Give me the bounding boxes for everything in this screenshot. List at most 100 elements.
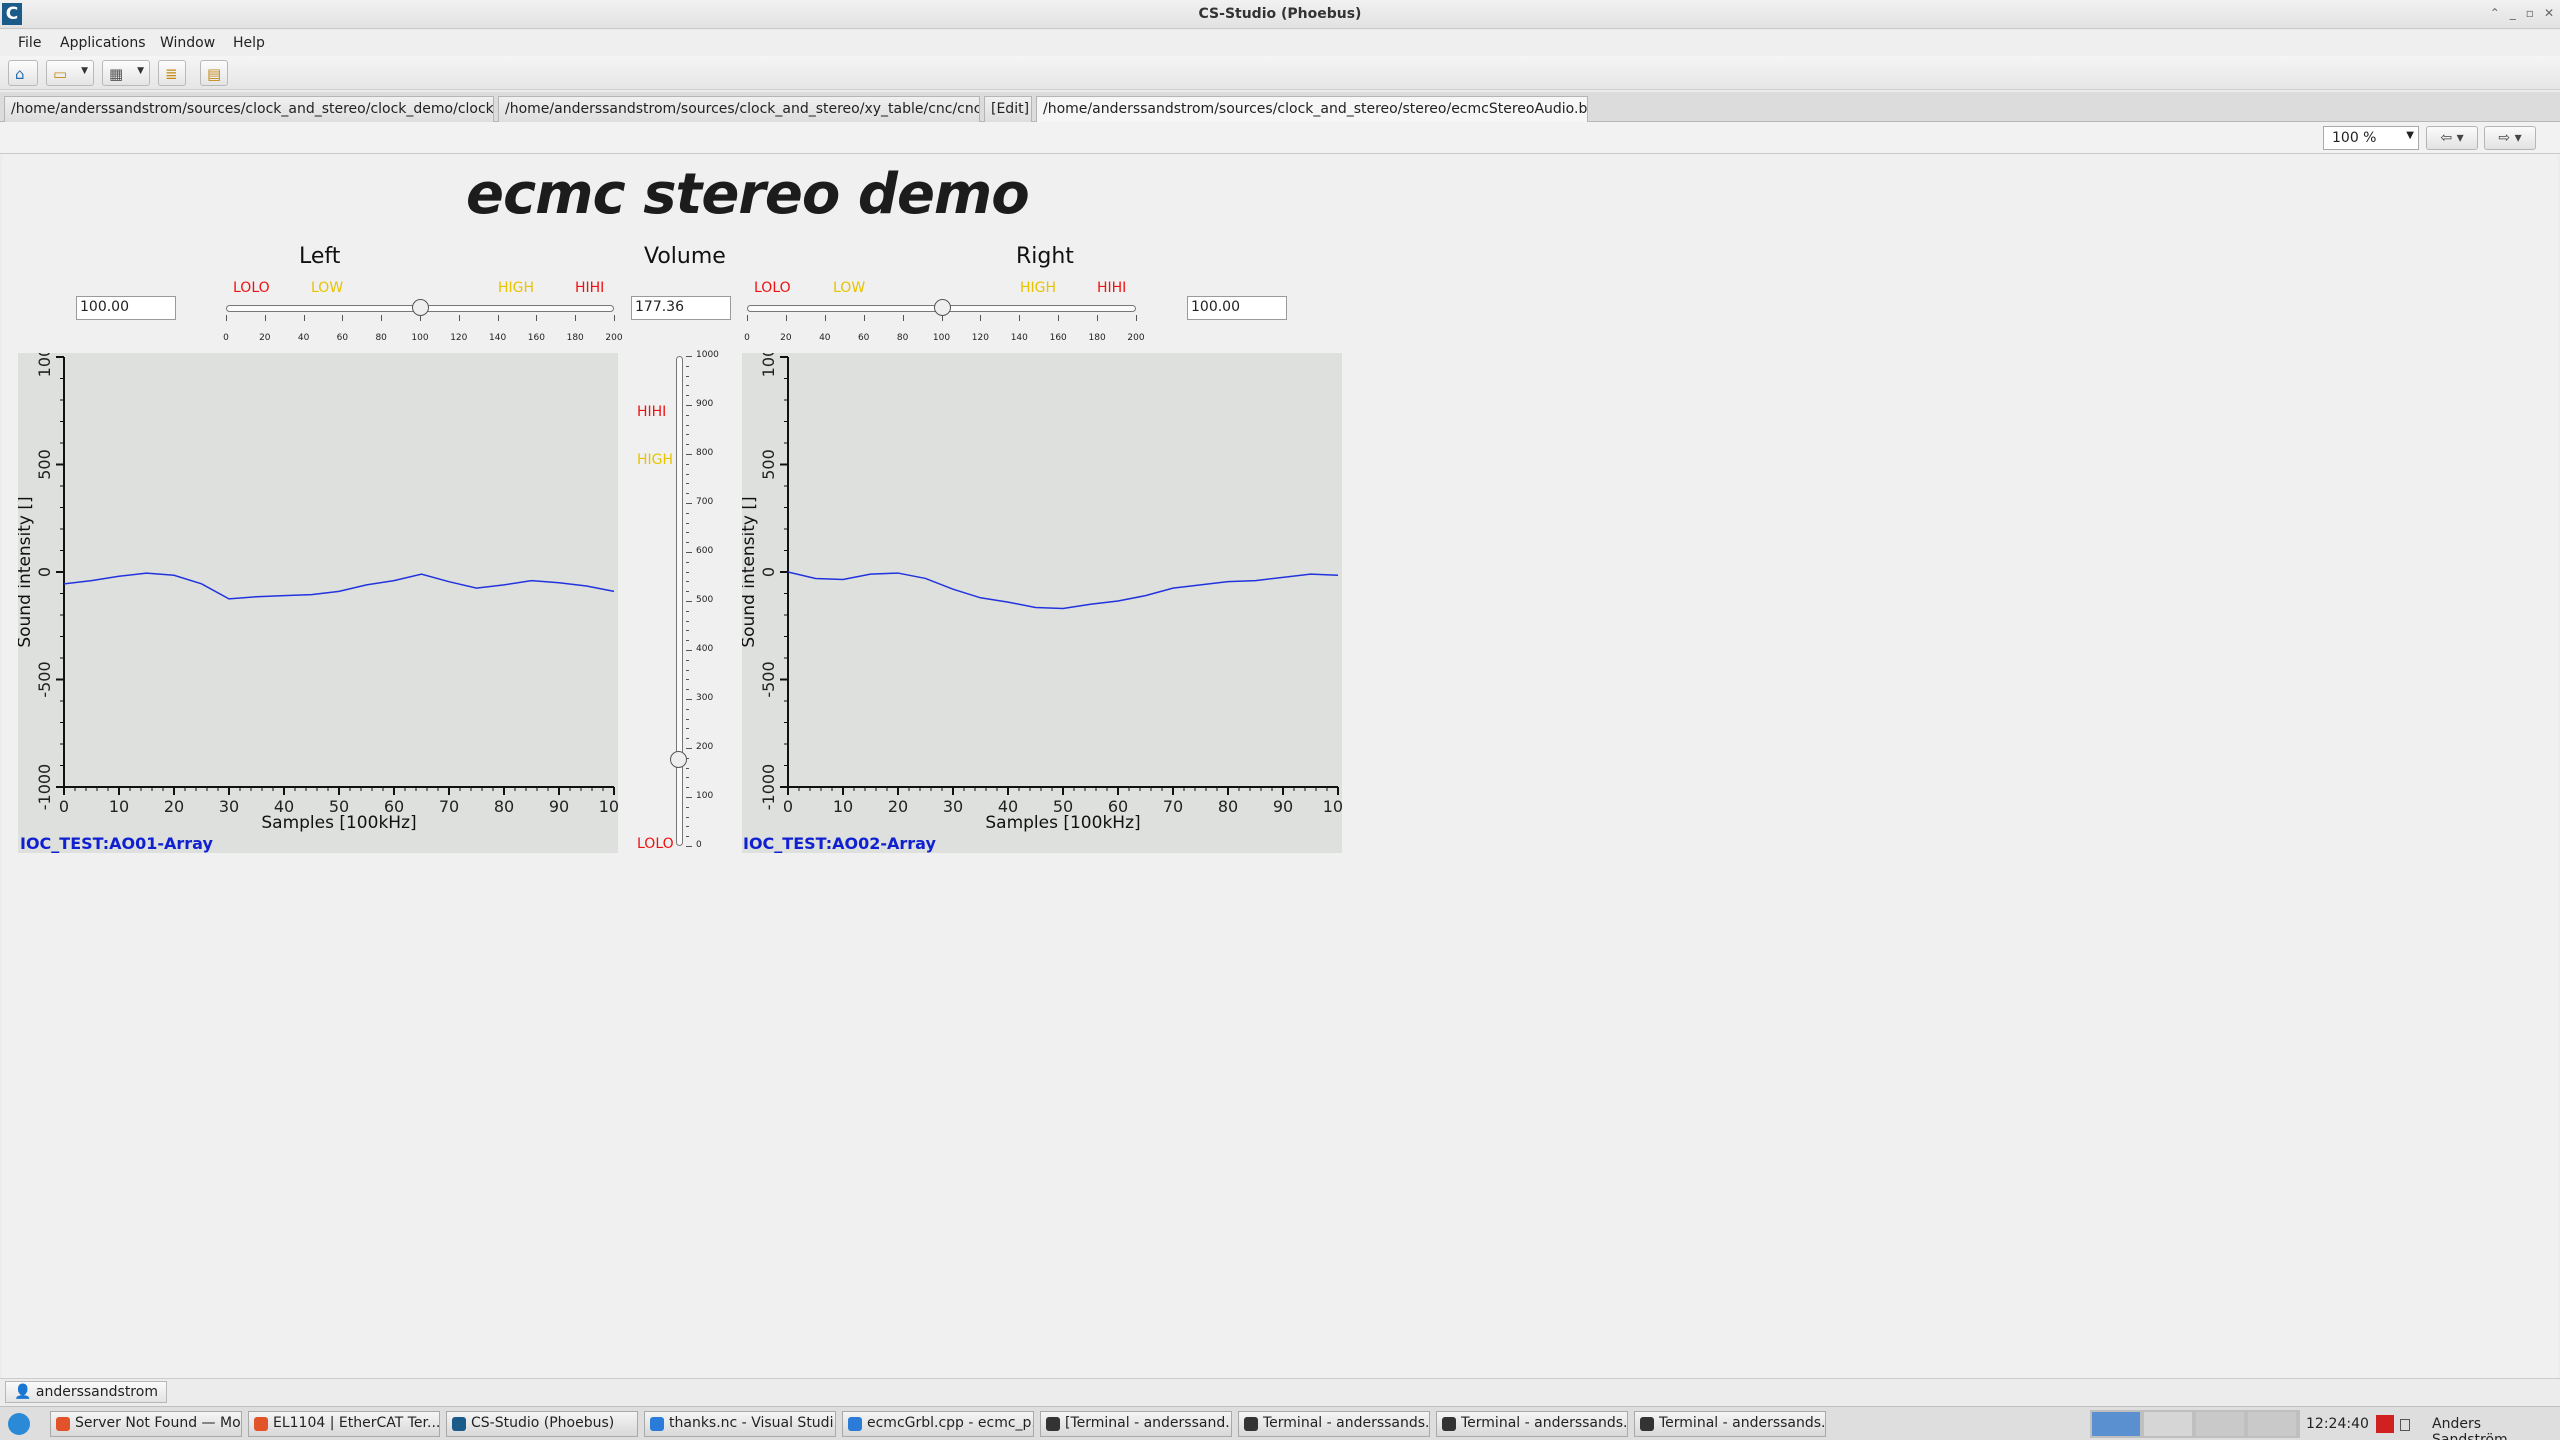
chevron-down-icon: ▼ [81, 66, 88, 76]
x-tick-label: 50 [1053, 797, 1073, 816]
taskbar-item[interactable]: EL1104 | EtherCAT Ter... [248, 1411, 440, 1437]
taskbar-item[interactable]: thanks.nc - Visual Studi... [644, 1411, 836, 1437]
slider-tick [1058, 315, 1060, 321]
volume-slider[interactable] [670, 356, 687, 846]
slider-tick [686, 493, 689, 495]
tab-edit[interactable]: [Edit] [984, 96, 1032, 122]
workspace-switcher[interactable] [2090, 1410, 2300, 1438]
slider-ticks: 0 20 40 60 80 100 120 140 160 180 200 [744, 315, 1145, 343]
slider-tick [686, 650, 692, 651]
y-tick-label: 500 [35, 449, 54, 480]
x-tick-label: 80 [1218, 797, 1238, 816]
left-gain-field[interactable]: 100.00 [76, 296, 176, 320]
slider-tick [686, 454, 692, 455]
maximize-icon[interactable]: ▫ [2525, 6, 2534, 20]
x-tick-label: 20 [888, 797, 908, 816]
volume-lolo-label: LOLO [637, 836, 674, 852]
slider-tick-label: 140 [489, 333, 507, 343]
volume-field[interactable]: 177.36 [631, 296, 731, 320]
right-pv-label: IOC_TEST:AO02-Array [743, 834, 936, 853]
slider-tick-label: 20 [259, 333, 271, 343]
slider-tick [686, 561, 689, 563]
home-button[interactable]: ⌂ [8, 60, 38, 86]
session-user[interactable]: Anders Sandström [2432, 1416, 2508, 1440]
right-gain-field[interactable]: 100.00 [1187, 296, 1287, 320]
workspace-4[interactable] [2248, 1412, 2296, 1436]
tab-clock[interactable]: /home/anderssandstrom/sources/clock_and_… [4, 96, 494, 122]
workspace-1[interactable] [2092, 1412, 2140, 1436]
tree-icon: ≣ [165, 65, 178, 83]
right-lolo-label: LOLO [754, 280, 791, 296]
taskbar-item[interactable]: Terminal - anderssands... [1436, 1411, 1628, 1437]
chevron-down-icon: ▼ [2406, 130, 2414, 141]
back-button[interactable]: ⇦ ▾ [2426, 126, 2478, 150]
menu-applications[interactable]: Applications [60, 35, 146, 51]
tab-stereo[interactable]: /home/anderssandstrom/sources/clock_and_… [1036, 96, 1588, 123]
menu-file[interactable]: File [18, 35, 42, 51]
x-tick-label: 60 [1108, 797, 1128, 816]
taskbar-item[interactable]: [Terminal - anderssand... [1040, 1411, 1232, 1437]
slider-tick [686, 669, 689, 671]
user-button[interactable]: 👤 anderssandstrom [5, 1381, 167, 1403]
slider-knob[interactable] [412, 299, 429, 316]
y-tick-label: -1000 [35, 764, 54, 811]
battery-icon[interactable] [2400, 1419, 2410, 1431]
start-menu-icon[interactable] [8, 1413, 30, 1435]
taskbar-item[interactable]: CS-Studio (Phoebus) [446, 1411, 638, 1437]
slider-tick [686, 424, 689, 426]
slider-tick [686, 365, 689, 367]
slider-tick [686, 405, 692, 406]
slider-tick-label: 60 [336, 333, 349, 343]
taskbar-item[interactable]: Terminal - anderssands... [1238, 1411, 1430, 1437]
slider-tick-label: 180 [566, 333, 584, 343]
waveform-trace [787, 571, 1339, 610]
y-tick-label: 0 [759, 567, 778, 577]
taskbar-item-label: Terminal - anderssands... [1461, 1415, 1628, 1431]
forward-button[interactable]: ⇨ ▾ [2484, 126, 2536, 150]
slider-knob[interactable] [670, 751, 687, 769]
slider-tick [264, 315, 266, 321]
slider-tick-label: 0 [696, 840, 702, 850]
layout-button[interactable]: ▦ ▼ [102, 60, 150, 86]
slider-tick-label: 20 [780, 333, 792, 343]
taskbar-item[interactable]: Server Not Found — Mo... [50, 1411, 242, 1437]
workspace-3[interactable] [2196, 1412, 2244, 1436]
minimize-icon[interactable]: _ [2509, 6, 2516, 20]
notes-button[interactable]: ▤ [200, 60, 228, 86]
tab-cnc[interactable]: /home/anderssandstrom/sources/clock_and_… [498, 96, 980, 122]
pin-icon[interactable]: ⌃ [2489, 6, 2500, 20]
slider-tick-label: 700 [696, 497, 714, 507]
tree-button[interactable]: ≣ [158, 60, 186, 86]
slider-tick [686, 522, 689, 524]
slider-tick [686, 777, 689, 779]
close-window-icon[interactable]: ✕ [2543, 6, 2554, 20]
volume-label: Volume [644, 244, 726, 269]
slider-track[interactable] [676, 356, 683, 846]
slider-knob[interactable] [933, 299, 951, 316]
left-channel-label: Left [299, 244, 341, 269]
right-low-label: LOW [833, 280, 866, 296]
y-tick-label: 1000 [35, 353, 54, 377]
x-tick-label: 10 [833, 797, 853, 816]
x-tick-label: 100 [1323, 797, 1342, 816]
slider-tick-label: 800 [696, 448, 714, 458]
slider-tick [686, 356, 692, 357]
slider-tick-label: 200 [696, 742, 714, 752]
open-button[interactable]: ▭ ▼ [46, 60, 94, 86]
taskbar-item[interactable]: ecmcGrbl.cpp - ecmc_p... [842, 1411, 1034, 1437]
slider-tick [785, 315, 787, 321]
slider-tick [686, 591, 689, 593]
slider-tick [686, 385, 689, 387]
taskbar-item[interactable]: Terminal - anderssands... [1634, 1411, 1826, 1437]
right-channel-label: Right [1016, 244, 1074, 269]
zoom-select[interactable]: 100 % ▼ [2323, 126, 2419, 150]
slider-tick [747, 315, 748, 321]
taskbar-item-label: Server Not Found — Mo... [75, 1415, 242, 1431]
menu-window[interactable]: Window [160, 35, 216, 51]
notes-icon: ▤ [207, 65, 222, 83]
x-tick-label: 50 [329, 797, 349, 816]
workspace-2[interactable] [2144, 1412, 2192, 1436]
menu-help[interactable]: Help [233, 35, 265, 51]
app-icon [254, 1417, 268, 1431]
tray-app-icon[interactable] [2376, 1415, 2394, 1433]
